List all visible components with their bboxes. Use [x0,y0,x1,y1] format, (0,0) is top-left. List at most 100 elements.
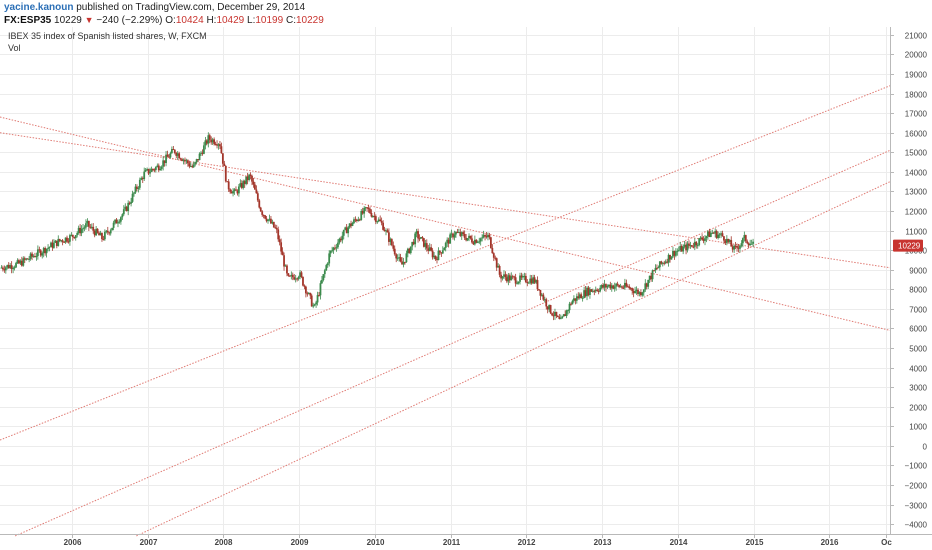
candle-body [200,152,202,154]
candle-body [120,217,122,222]
candle-body [236,190,239,194]
candle-body [561,316,564,319]
candle-body [195,159,198,163]
candle-body [374,216,377,222]
candle-body [596,289,599,291]
candle-body [163,160,166,163]
y-tick-label: 19000 [905,71,928,80]
candle-body [631,288,634,291]
candle-body [323,270,326,275]
candle-body [542,294,545,300]
candle-body [526,282,529,284]
candle-body [300,272,303,277]
candle-body [339,238,342,241]
candle-body [559,318,562,320]
candle-body [121,214,124,218]
time-axis[interactable]: 2006 2007 2008 2009 2010 2011 2012 2013 2014 2015… [64,534,893,547]
candle-body [689,245,692,247]
candle-body [619,286,622,288]
candle-body [214,143,217,145]
candle-body [497,266,500,268]
candle-body [623,282,626,288]
candle-body [364,207,367,209]
candle-body [543,299,546,301]
candle-body [711,232,714,234]
candle-body [395,254,398,259]
candle-body [258,200,261,208]
candle-body [731,246,734,250]
candle-body [361,210,364,214]
candle-body [653,270,655,272]
candle-body [82,228,84,230]
candle-body [469,235,472,239]
candle-body [511,276,514,278]
candle-body [19,260,22,264]
candle-body [677,250,680,252]
x-tick-label: 2016 [821,538,839,547]
candle-body [178,153,181,159]
candle-body [555,311,558,317]
candle-body [730,240,733,247]
candle-body [127,202,130,211]
candle-body [516,283,519,285]
candle-body [669,254,671,260]
candle-body [342,229,345,236]
candle-body [420,237,422,239]
candle-body [274,227,277,229]
candle-body [666,261,669,263]
change-value: −240 (−2.29%) [96,15,163,26]
author-link[interactable]: yacine.kanoun [4,2,74,13]
candle-body [157,165,160,171]
candle-body [169,153,172,158]
candle-body [705,236,708,239]
x-tick-label: 2015 [746,538,764,547]
candle-body [667,254,670,263]
candle-body [638,292,641,295]
candle-body [663,262,666,264]
candle-body [546,306,549,310]
price-axis[interactable]: 2100020000190001800017000160001500014000… [890,32,928,530]
candle-body [310,295,313,307]
candle-body [487,234,489,238]
candle-body [459,232,462,236]
candle-body [402,261,405,265]
candle-body [425,243,428,249]
candle-body [702,239,705,241]
candle-body [471,238,473,243]
candle-body [603,284,606,288]
candle-body [54,240,57,243]
last-value: 10229 [54,15,82,26]
candle-body [131,193,134,202]
candle-body [6,264,9,268]
candle-body [688,243,690,246]
down-arrow-icon: ▼ [84,15,94,25]
candle-body [540,294,543,296]
candle-body [405,253,408,263]
candle-body [520,275,523,278]
candle-body [430,247,433,251]
candle-body [348,223,351,228]
candle-body [76,232,79,236]
candle-body [455,232,457,235]
candle-body [125,206,128,211]
candle-body [524,275,527,283]
candle-body [92,226,95,231]
candle-body [313,304,316,306]
candle-body [476,241,479,243]
candle-body [609,284,612,289]
candle-body [90,226,93,228]
candle-body [453,234,456,238]
candle-body [267,219,269,222]
candle-body [345,227,348,234]
candle-body [583,290,586,298]
candle-body [682,246,685,252]
symbol-label[interactable]: FX:ESP35 [4,15,52,26]
candle-body [203,145,205,154]
candle-body [42,248,45,254]
candle-body [172,149,175,151]
candle-body [220,146,223,154]
candle-body [99,233,102,236]
candle-body [424,243,427,247]
candle-body [325,265,328,271]
